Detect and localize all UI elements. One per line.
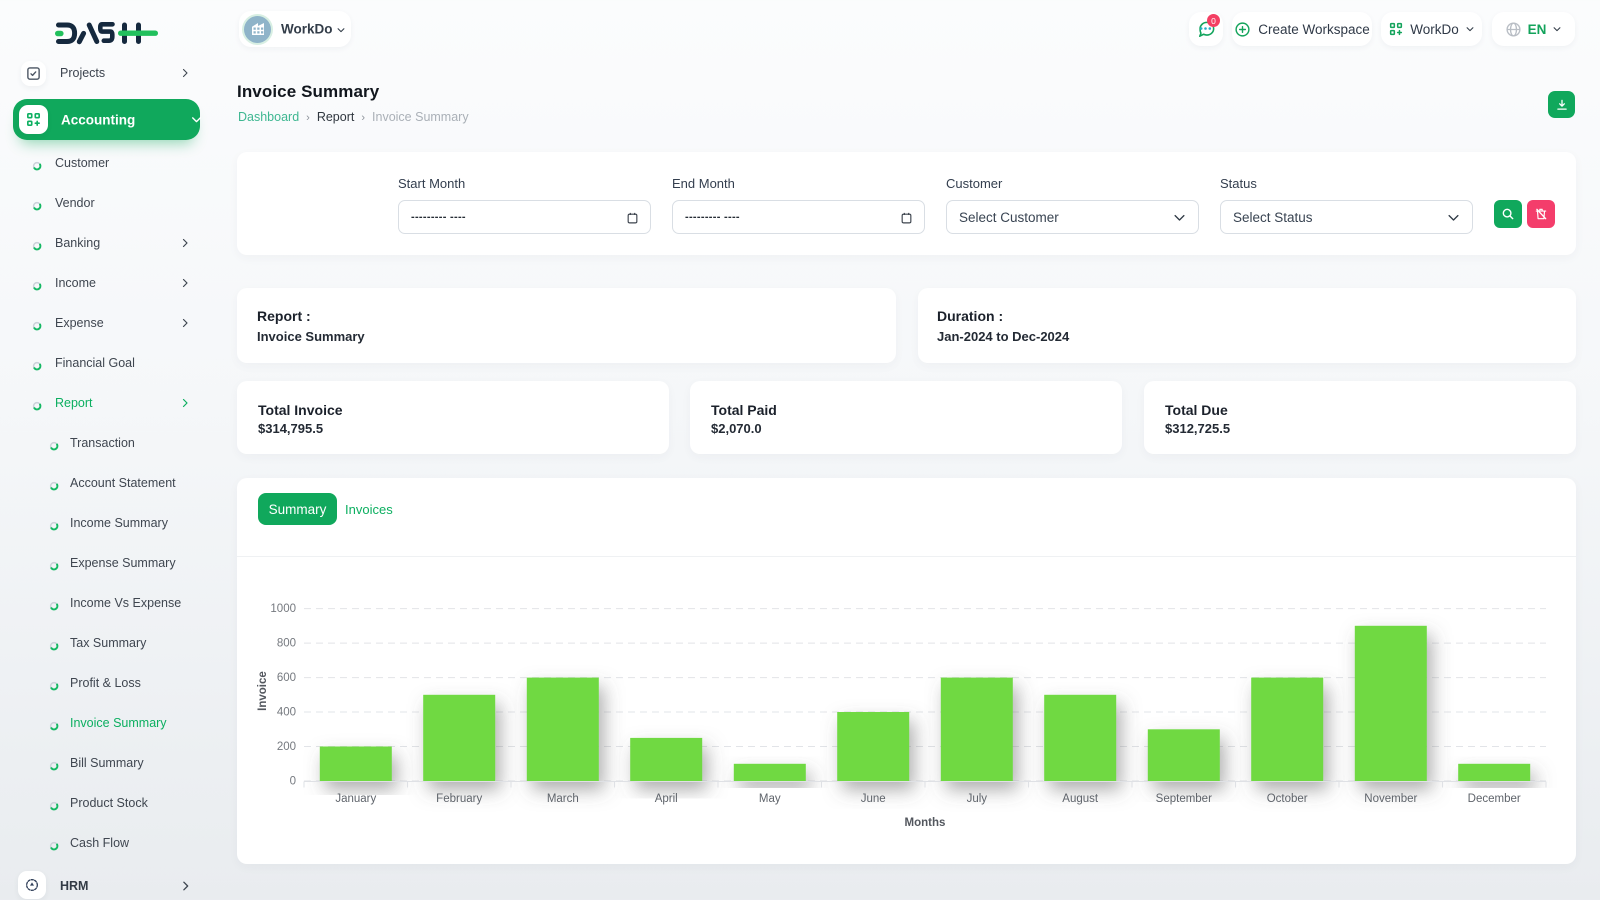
svg-text:December: December (1468, 793, 1521, 805)
svg-text:600: 600 (277, 672, 296, 684)
svg-text:200: 200 (277, 741, 296, 753)
svg-text:0: 0 (290, 776, 296, 788)
svg-text:August: August (1062, 793, 1099, 805)
svg-text:Invoice: Invoice (257, 671, 269, 711)
svg-text:April: April (655, 793, 678, 805)
svg-text:February: February (436, 793, 482, 805)
svg-text:Months: Months (905, 817, 946, 829)
svg-text:May: May (759, 793, 781, 805)
svg-text:June: June (861, 793, 886, 805)
svg-text:November: November (1364, 793, 1417, 805)
svg-text:January: January (335, 793, 376, 805)
svg-text:1000: 1000 (270, 603, 296, 615)
svg-text:400: 400 (277, 707, 296, 719)
svg-text:July: July (967, 793, 988, 805)
svg-text:October: October (1267, 793, 1308, 805)
svg-text:800: 800 (277, 638, 296, 650)
svg-text:March: March (547, 793, 579, 805)
svg-text:September: September (1156, 793, 1212, 805)
